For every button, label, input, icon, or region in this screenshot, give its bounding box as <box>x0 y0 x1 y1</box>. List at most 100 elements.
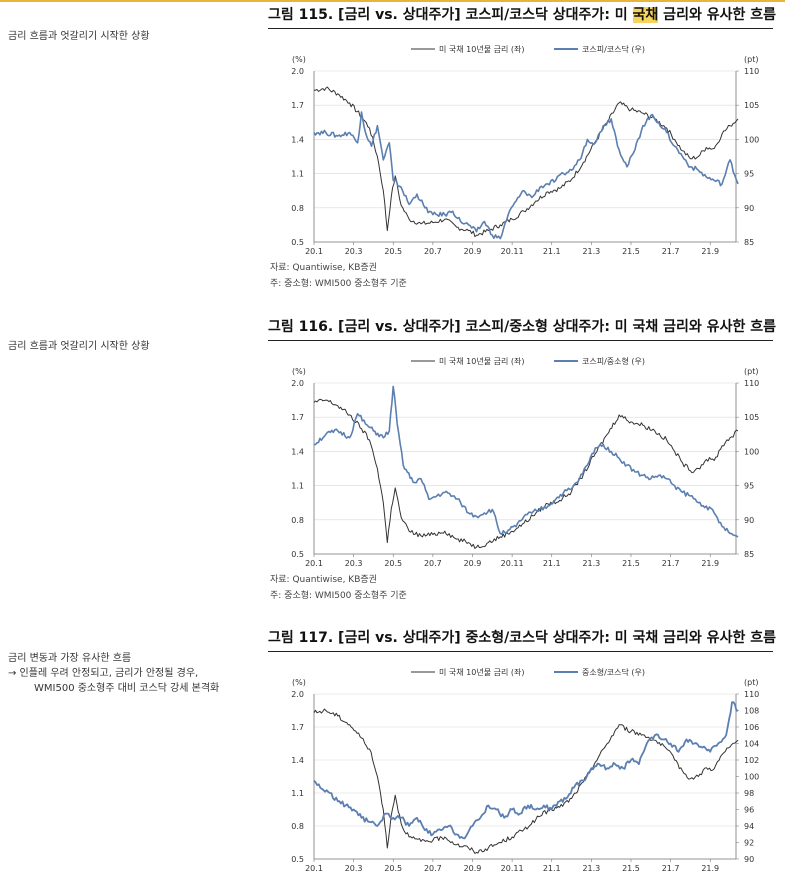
right-tick-label: 85 <box>744 550 754 559</box>
right-tick-label: 95 <box>744 482 754 491</box>
figure-title-pre: 그림 117. [금리 vs. 상대주가] 중소형/코스닥 상대주가: 미 국채… <box>268 630 776 646</box>
left-tick-label: 1.1 <box>291 789 304 798</box>
left-tick-label: 1.4 <box>291 135 304 144</box>
left-tick-label: 2.0 <box>291 690 304 699</box>
right-tick-label: 105 <box>744 413 759 422</box>
left-tick-label: 0.5 <box>291 238 304 247</box>
left-tick-label: 0.8 <box>291 822 304 831</box>
legend-label-relative: 코스피/중소형 (우) <box>582 357 645 366</box>
side-note-3: 금리 변동과 가장 유사한 흐름 → 인플레 우려 안정되고, 금리가 안정될 … <box>8 651 219 696</box>
left-tick-label: 0.8 <box>291 204 304 213</box>
x-tick-label: 21.3 <box>582 864 600 873</box>
right-tick-label: 100 <box>744 447 759 456</box>
x-tick-label: 20.9 <box>464 247 482 256</box>
x-tick-label: 21.1 <box>543 559 561 568</box>
left-tick-label: 2.0 <box>291 379 304 388</box>
left-tick-label: 1.7 <box>291 413 304 422</box>
x-tick-label: 21.9 <box>701 559 719 568</box>
note-text: 주: 중소형: WMI500 중소형주 기준 <box>270 591 407 601</box>
left-tick-label: 1.1 <box>291 170 304 179</box>
x-tick-label: 20.7 <box>424 864 442 873</box>
x-tick-label: 20.5 <box>384 559 402 568</box>
x-tick-label: 20.1 <box>305 247 323 256</box>
right-tick-label: 105 <box>744 101 759 110</box>
side-note-3-line-3: WMI500 중소형주 대비 코스닥 강세 본격화 <box>34 683 220 694</box>
x-tick-label: 21.5 <box>622 559 640 568</box>
left-axis-unit: (%) <box>292 55 306 64</box>
figure-title: 그림 117. [금리 vs. 상대주가] 중소형/코스닥 상대주가: 미 국채… <box>268 627 776 652</box>
right-tick-label: 96 <box>744 806 754 815</box>
series-line-relative <box>313 385 739 538</box>
series-line-relative <box>313 701 739 840</box>
x-tick-label: 21.7 <box>662 559 680 568</box>
right-tick-label: 110 <box>744 67 759 76</box>
figure-title-highlight: 국채 <box>632 7 659 23</box>
right-axis-unit: (pt) <box>744 367 758 376</box>
left-tick-label: 0.5 <box>291 855 304 864</box>
right-tick-label: 100 <box>744 773 759 782</box>
legend-label-rate: 미 국채 10년물 금리 (좌) <box>439 44 524 54</box>
series-line-rate <box>313 86 739 238</box>
x-tick-label: 20.3 <box>345 247 363 256</box>
legend-label-relative: 중소형/코스닥 (우) <box>582 667 645 677</box>
side-note-2-line-1: 금리 흐름과 엇갈리기 시작한 상황 <box>8 341 150 352</box>
left-tick-label: 1.1 <box>291 482 304 491</box>
figure-117: 그림 117. [금리 vs. 상대주가] 중소형/코스닥 상대주가: 미 국채… <box>268 627 778 873</box>
x-tick-label: 20.1 <box>305 559 323 568</box>
x-tick-label: 20.9 <box>464 559 482 568</box>
side-note-3-line-1: 금리 변동과 가장 유사한 흐름 <box>8 653 132 664</box>
left-tick-label: 1.7 <box>291 101 304 110</box>
figure-title: 그림 116. [금리 vs. 상대주가] 코스피/중소형 상대주가: 미 국채… <box>268 316 776 341</box>
right-tick-label: 110 <box>744 690 759 699</box>
right-tick-label: 98 <box>744 789 754 798</box>
x-tick-label: 20.3 <box>345 559 363 568</box>
right-tick-label: 100 <box>744 135 759 144</box>
x-tick-label: 20.5 <box>384 864 402 873</box>
side-note-1-line-1: 금리 흐름과 엇갈리기 시작한 상황 <box>8 31 150 42</box>
right-axis-unit: (pt) <box>744 55 758 64</box>
x-tick-label: 20.7 <box>424 247 442 256</box>
source-text: 자료: Quantiwise, KB증권 <box>270 575 377 585</box>
figure-title-pre: 그림 116. [금리 vs. 상대주가] 코스피/중소형 상대주가: 미 국채… <box>268 319 776 335</box>
figure-title: 그림 115. [금리 vs. 상대주가] 코스피/코스닥 상대주가: 미 국채… <box>268 4 776 29</box>
series-line-rate <box>313 398 739 549</box>
left-tick-label: 1.4 <box>291 447 304 456</box>
side-note-1: 금리 흐름과 엇갈리기 시작한 상황 <box>8 29 150 44</box>
x-tick-label: 20.5 <box>384 247 402 256</box>
left-tick-label: 0.8 <box>291 516 304 525</box>
x-tick-label: 20.9 <box>464 864 482 873</box>
series-line-rate <box>313 708 739 854</box>
right-tick-label: 92 <box>744 839 754 848</box>
x-tick-label: 20.11 <box>501 864 524 873</box>
x-tick-label: 21.3 <box>582 559 600 568</box>
right-tick-label: 102 <box>744 756 759 765</box>
note-text: 주: 중소형: WMI500 중소형주 기준 <box>270 279 407 289</box>
x-tick-label: 21.7 <box>662 864 680 873</box>
figure-116: 그림 116. [금리 vs. 상대주가] 코스피/중소형 상대주가: 미 국채… <box>268 316 778 606</box>
right-axis-unit: (pt) <box>744 678 758 687</box>
right-tick-label: 106 <box>744 723 759 732</box>
right-tick-label: 108 <box>744 707 759 716</box>
left-tick-label: 1.4 <box>291 756 304 765</box>
legend-label-relative: 코스피/코스닥 (우) <box>582 44 645 54</box>
right-tick-label: 90 <box>744 204 754 213</box>
series-line-relative <box>313 111 739 240</box>
line-chart: 미 국채 10년물 금리 (좌) 코스피/중소형 (우) (%) (pt) 2.0 1.7… <box>291 356 759 568</box>
right-tick-label: 104 <box>744 740 759 749</box>
right-tick-label: 94 <box>744 822 754 831</box>
x-tick-label: 21.9 <box>701 864 719 873</box>
top-accent-line <box>0 0 785 2</box>
x-tick-label: 20.1 <box>305 864 323 873</box>
x-tick-label: 21.7 <box>662 247 680 256</box>
line-chart: 미 국채 10년물 금리 (좌) 코스피/코스닥 (우) (%) (pt) 2.0 1.7… <box>291 44 759 256</box>
left-tick-label: 0.5 <box>291 550 304 559</box>
figure-115: 그림 115. [금리 vs. 상대주가] 코스피/코스닥 상대주가: 미 국채… <box>268 4 778 294</box>
x-tick-label: 20.11 <box>501 559 524 568</box>
right-tick-label: 90 <box>744 516 754 525</box>
x-tick-label: 21.5 <box>622 247 640 256</box>
legend-label-rate: 미 국채 10년물 금리 (좌) <box>439 667 524 677</box>
x-tick-label: 21.1 <box>543 247 561 256</box>
left-axis-unit: (%) <box>292 367 306 376</box>
line-chart: 미 국채 10년물 금리 (좌) 중소형/코스닥 (우) (%) (pt) 2.0 1.7… <box>291 667 759 873</box>
right-tick-label: 95 <box>744 170 754 179</box>
